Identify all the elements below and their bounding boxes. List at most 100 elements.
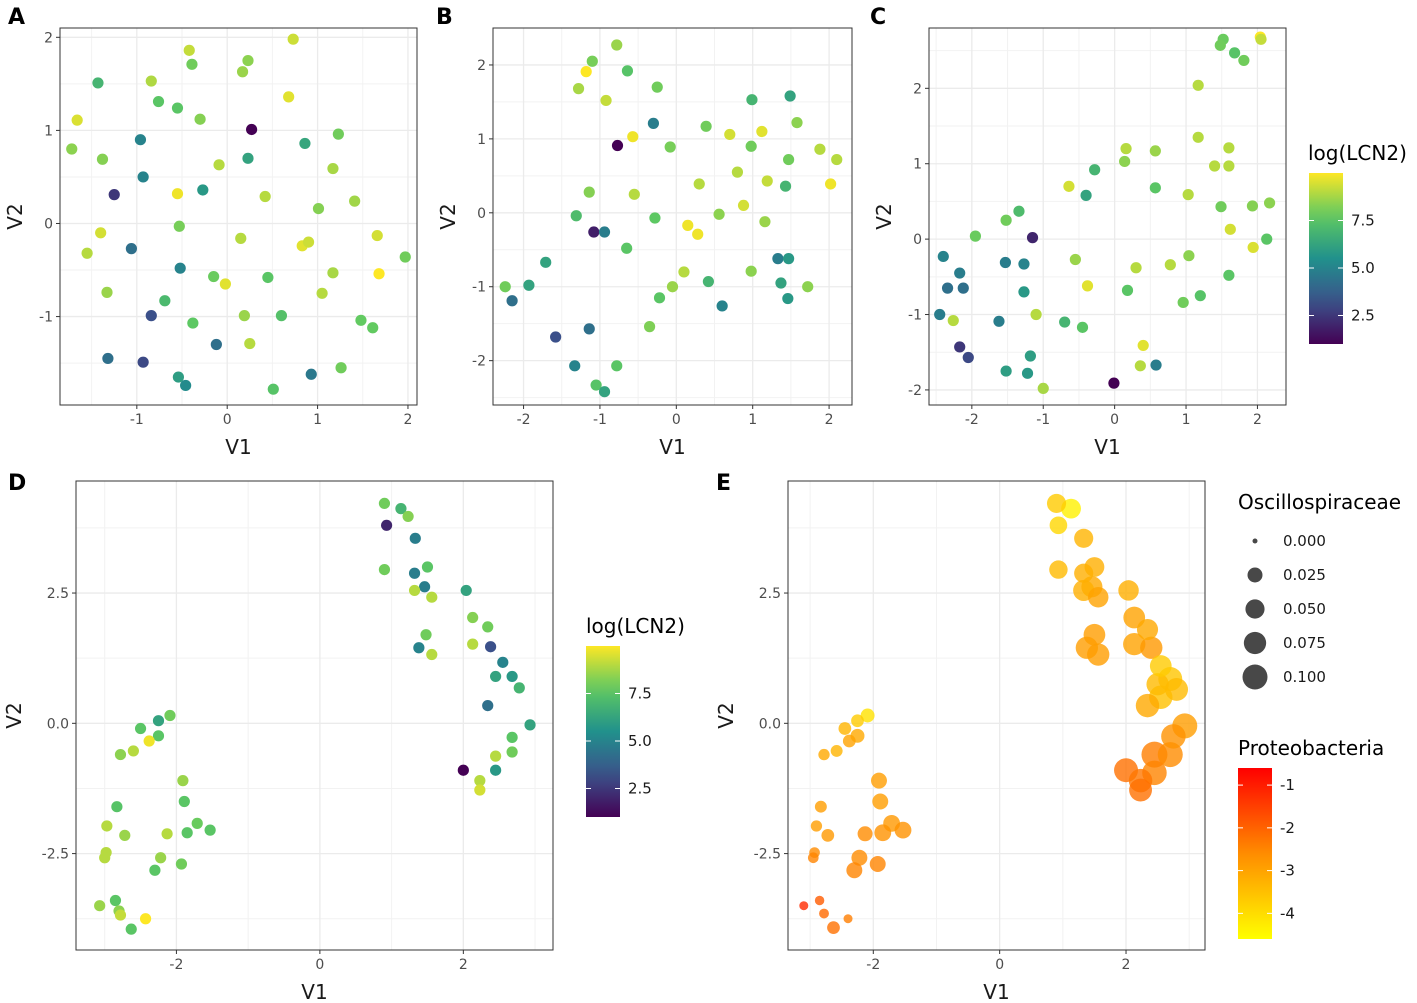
x-tick-label: 2 (404, 412, 413, 428)
data-point (109, 894, 122, 907)
y-axis-label: V2 (2, 702, 26, 728)
data-point (134, 722, 147, 735)
data-point (759, 216, 771, 228)
data-point (569, 360, 581, 372)
data-point (802, 281, 814, 293)
x-tick-label: 1 (748, 412, 757, 428)
data-point (894, 821, 912, 839)
data-point (395, 503, 407, 515)
data-point (871, 772, 887, 789)
data-point (402, 510, 414, 523)
legend-title: Proteobacteria (1238, 736, 1384, 760)
y-tick-label: 2 (44, 30, 53, 46)
x-tick-label: 0 (995, 957, 1004, 973)
data-point (283, 91, 295, 103)
legend-title: log(LCN2) (1308, 141, 1407, 165)
data-point (259, 190, 271, 203)
data-point (947, 314, 959, 327)
data-point (682, 219, 694, 231)
x-axis-label: V1 (983, 980, 1009, 1003)
data-point (999, 256, 1011, 269)
data-point (125, 923, 137, 935)
y-tick-label: 2 (913, 81, 922, 97)
data-point (782, 292, 794, 305)
data-point (177, 775, 189, 787)
data-point (467, 638, 479, 650)
plot-background (60, 28, 417, 405)
panel-letter-d: D (8, 471, 26, 496)
data-point (1228, 47, 1241, 59)
data-point (570, 210, 582, 222)
data-point (171, 102, 184, 114)
data-point (783, 153, 795, 166)
data-point (152, 95, 165, 108)
data-point (143, 735, 155, 747)
data-point (746, 94, 758, 106)
y-axis-label: V2 (714, 702, 738, 728)
plot-border (75, 480, 554, 951)
colorbar (586, 646, 620, 817)
data-point (1214, 39, 1226, 51)
legend-lcn2-panel-d: log(LCN2) 2.5 5.0 7.5 (586, 614, 685, 817)
data-point (490, 764, 502, 776)
data-point (420, 629, 432, 641)
data-point (95, 227, 107, 239)
size-legend-label: 0.075 (1283, 634, 1326, 652)
data-point (598, 386, 611, 398)
data-point (814, 895, 825, 906)
plot-background (929, 28, 1286, 405)
y-tick-label: 0 (44, 216, 53, 232)
data-point (1089, 164, 1101, 176)
data-point (134, 134, 147, 146)
y-tick-label: 0.0 (759, 716, 781, 732)
plot-background (493, 28, 852, 405)
data-point (152, 730, 165, 742)
data-point (426, 591, 438, 603)
data-point (1087, 643, 1110, 666)
data-point (702, 275, 715, 288)
data-point (737, 199, 750, 212)
y-tick-label: -1 (472, 280, 486, 296)
data-point (941, 282, 954, 294)
y-tick-label: -2.5 (754, 847, 781, 863)
data-point (523, 279, 535, 291)
data-point (857, 826, 873, 842)
data-point (327, 267, 339, 279)
data-point (302, 236, 315, 248)
data-point (1137, 339, 1149, 352)
colorbar-tick-label: 2.5 (628, 780, 652, 798)
x-tick-label: -2 (965, 412, 979, 428)
y-axis-label: V2 (872, 203, 896, 229)
data-point (244, 337, 256, 350)
x-axis-label: V1 (301, 980, 327, 1003)
data-point (611, 360, 623, 372)
data-point (242, 152, 254, 164)
data-point (186, 58, 198, 70)
data-point (127, 745, 139, 757)
data-point (409, 532, 421, 544)
data-point (149, 864, 161, 876)
data-point (969, 230, 982, 242)
data-point (664, 141, 676, 153)
data-point (731, 166, 744, 178)
data-point (327, 162, 339, 175)
data-point (1059, 316, 1071, 328)
data-point (649, 212, 661, 224)
y-tick-label: -2 (472, 354, 486, 370)
data-point (159, 295, 171, 307)
data-point (187, 317, 199, 329)
data-point (426, 648, 438, 661)
data-point (71, 114, 83, 126)
colorbar-tick-label: -3 (1280, 862, 1295, 880)
data-point (484, 641, 497, 653)
data-point (540, 256, 552, 268)
data-point (621, 65, 634, 77)
data-point (779, 180, 792, 192)
data-point (1000, 365, 1012, 377)
data-point (482, 699, 494, 712)
data-point (178, 795, 190, 808)
legend-title: Oscillospiraceae (1238, 490, 1401, 514)
y-tick-label: 2 (477, 58, 486, 74)
colorbar-tick-label: -1 (1280, 776, 1295, 794)
x-tick-label: 0 (672, 412, 681, 428)
